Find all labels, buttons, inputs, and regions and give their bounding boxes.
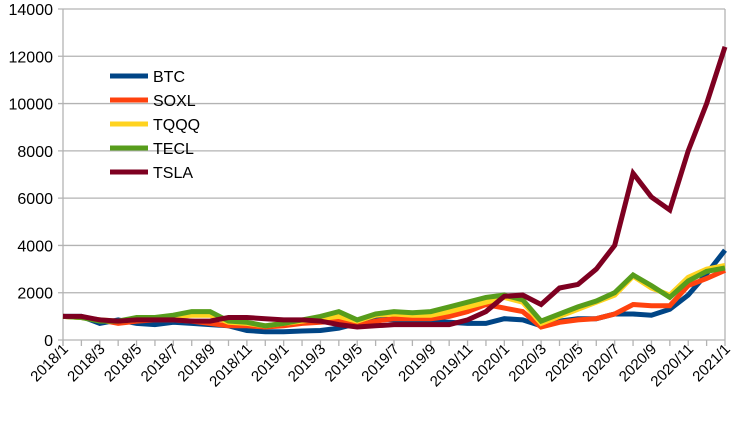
x-tick-label: 2019/5 <box>322 341 366 385</box>
gridlines <box>58 8 726 346</box>
x-tick-label: 2018/5 <box>101 341 145 385</box>
legend-label: TQQQ <box>153 117 200 134</box>
y-tick-label: 12000 <box>9 49 54 66</box>
x-tick-label: 2021/1 <box>689 341 733 385</box>
y-axis-tick-labels: 0 2000 4000 6000 8000 10000 12000 14000 <box>9 2 54 350</box>
x-tick-label: 2020/1 <box>469 341 513 385</box>
x-tick-label: 2019/7 <box>358 341 402 385</box>
legend-label: BTC <box>153 69 185 86</box>
x-tick-label: 2020/5 <box>542 341 586 385</box>
y-tick-label: 4000 <box>17 238 53 255</box>
x-axis: 2018/12018/32018/52018/72018/92018/11201… <box>27 340 734 390</box>
legend-label: SOXL <box>153 93 196 110</box>
y-tick-label: 14000 <box>9 2 54 19</box>
x-tick-label: 2019/3 <box>285 341 329 385</box>
x-tick-label: 2018/7 <box>138 341 182 385</box>
x-tick-label: 2020/7 <box>579 341 623 385</box>
y-tick-label: 8000 <box>17 144 53 161</box>
series-line-tsla <box>63 46 728 330</box>
x-tick-label: 2019/1 <box>248 341 292 385</box>
y-tick-label: 2000 <box>17 286 53 303</box>
series-line-tecl <box>62 265 726 329</box>
legend-label: TSLA <box>153 165 193 182</box>
legend-label: TECL <box>153 141 194 158</box>
x-tick-label: 2020/3 <box>505 341 549 385</box>
y-tick-label: 10000 <box>9 97 54 114</box>
legend: BTC SOXL TQQQ TECL TSLA <box>110 69 200 182</box>
y-tick-label: 6000 <box>17 191 53 208</box>
series-lines <box>62 46 728 335</box>
y-tick-label: 0 <box>44 333 53 350</box>
x-tick-label: 2018/3 <box>64 341 108 385</box>
